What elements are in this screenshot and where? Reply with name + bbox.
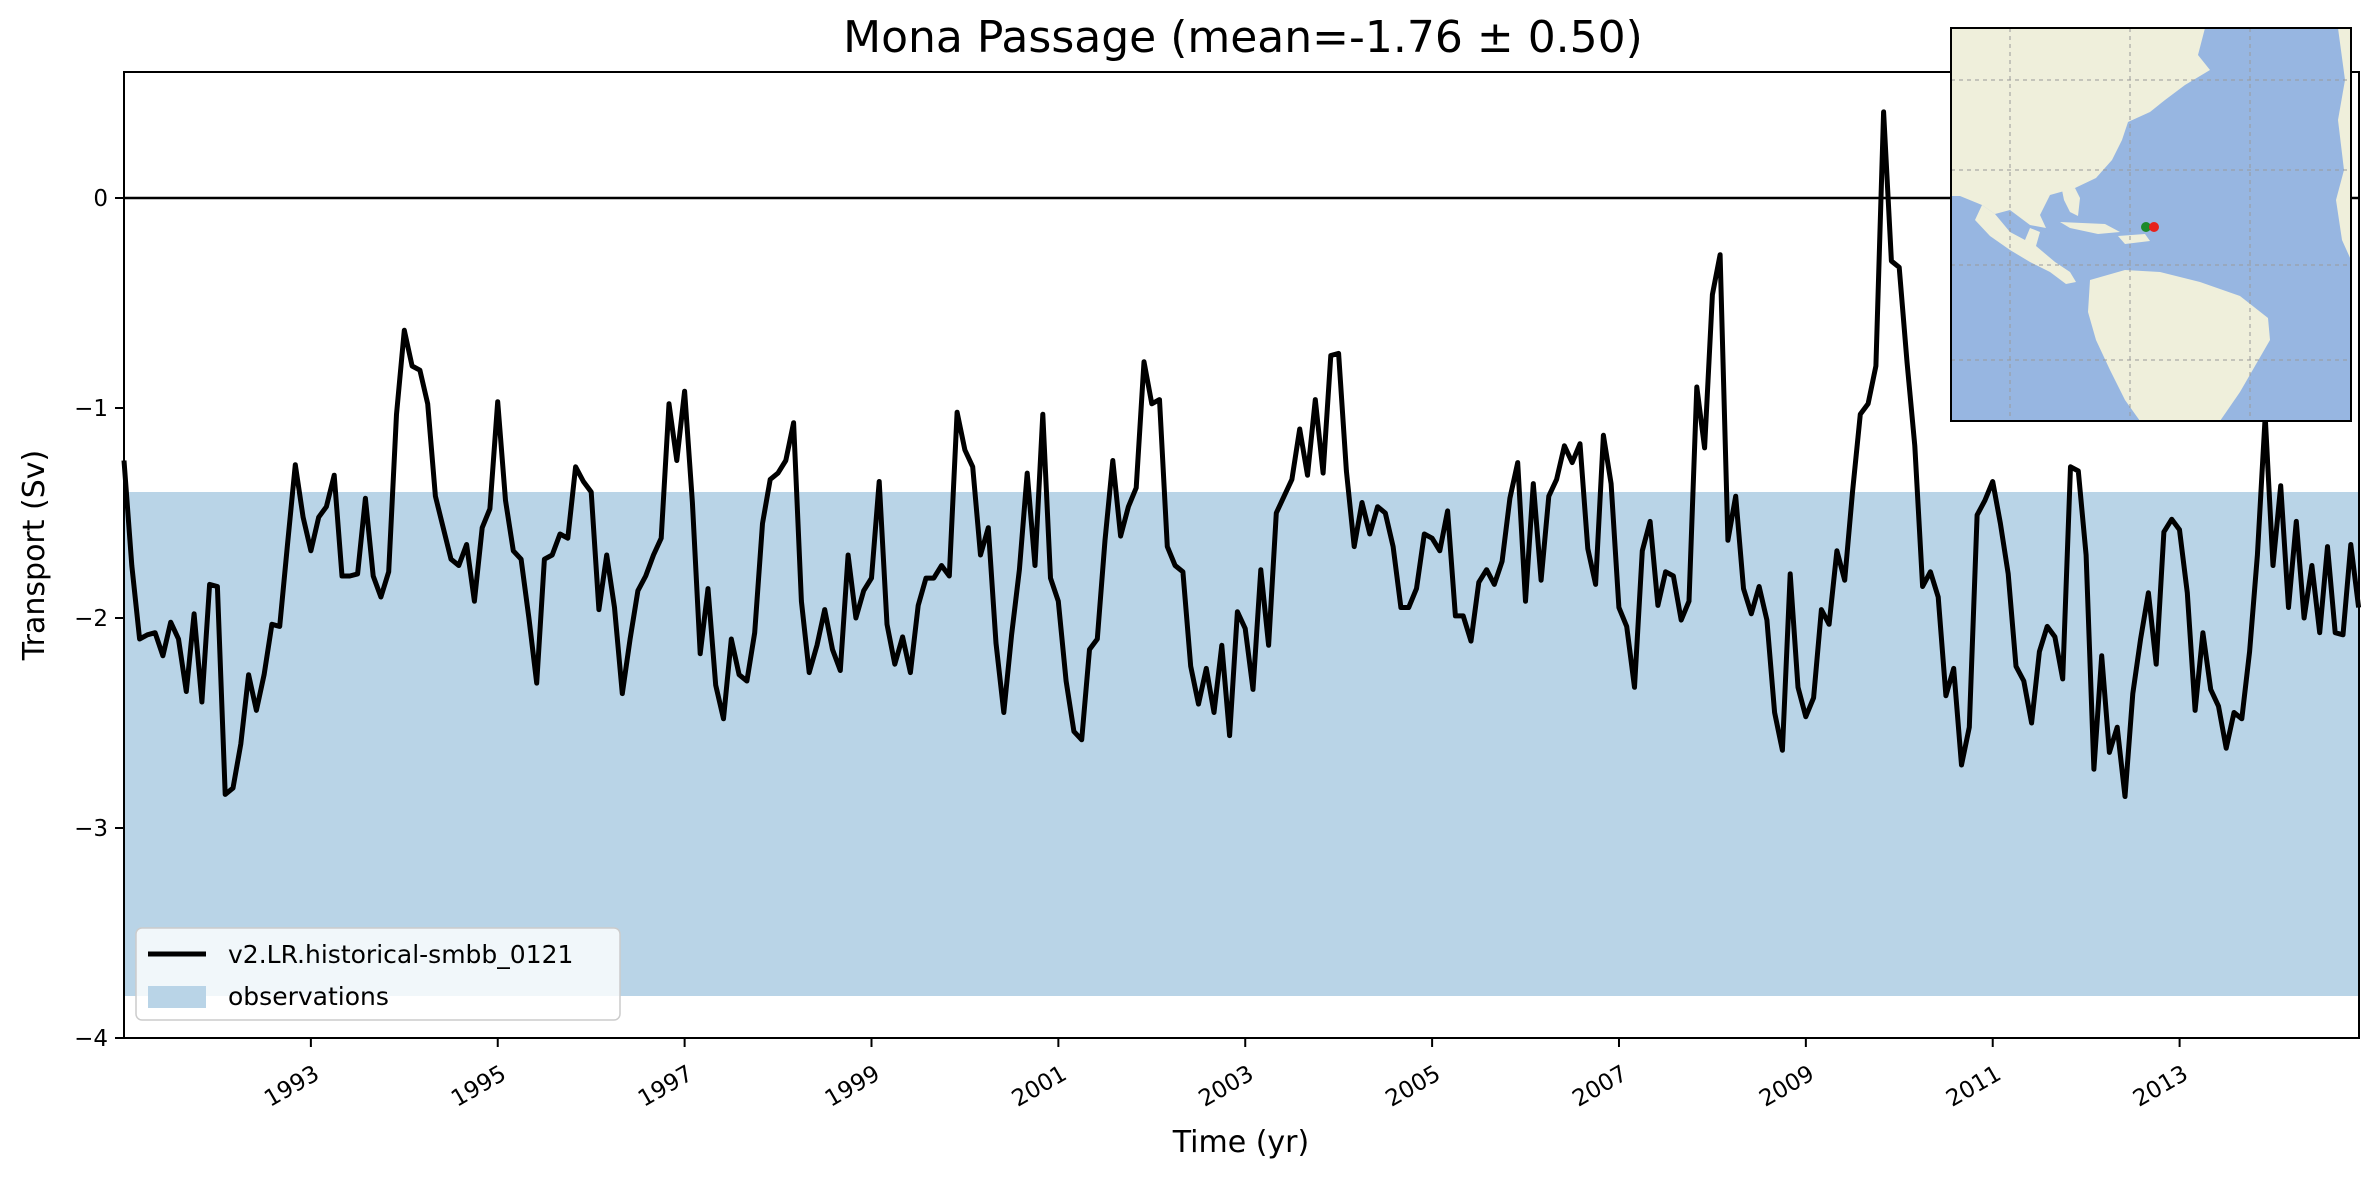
y-tick-label: −1 xyxy=(74,396,108,422)
chart-title: Mona Passage (mean=-1.76 ± 0.50) xyxy=(843,12,1643,63)
y-tick-label: −4 xyxy=(74,1026,108,1052)
y-tick-label: −2 xyxy=(74,606,108,632)
y-axis-ticks: 0 −1 −2 −3 −4 xyxy=(74,186,124,1052)
inset-marker-red xyxy=(2149,222,2159,232)
inset-frame xyxy=(1950,27,2352,422)
plot-frame xyxy=(123,71,2360,1039)
x-axis-label: Time (yr) xyxy=(1172,1125,1309,1160)
inset-land-hispaniola xyxy=(2118,234,2150,244)
legend-label-model: v2.LR.historical-smbb_0121 xyxy=(228,940,573,969)
legend-label-observations: observations xyxy=(228,982,389,1011)
series-line-model xyxy=(121,109,2362,799)
legend: v2.LR.historical-smbb_0121 observations xyxy=(135,927,621,1021)
inset-land-cuba xyxy=(2060,222,2120,234)
inset-map xyxy=(1950,27,2352,422)
inset-graticule xyxy=(1951,28,2351,421)
observations-band xyxy=(124,492,2359,996)
y-axis-label: Transport (Sv) xyxy=(17,450,52,662)
legend-box xyxy=(135,927,621,1021)
inset-land-central-america xyxy=(1975,205,2076,284)
y-tick-label: −3 xyxy=(74,816,108,842)
legend-patch-swatch xyxy=(148,986,206,1008)
inset-marker-green xyxy=(2141,222,2151,232)
inset-land-florida xyxy=(2062,188,2080,216)
inset-land-east-edge xyxy=(2336,28,2351,260)
inset-land-north-america xyxy=(1951,28,2210,228)
y-tick-label: 0 xyxy=(93,186,108,212)
inset-land-south-america xyxy=(2088,270,2270,421)
